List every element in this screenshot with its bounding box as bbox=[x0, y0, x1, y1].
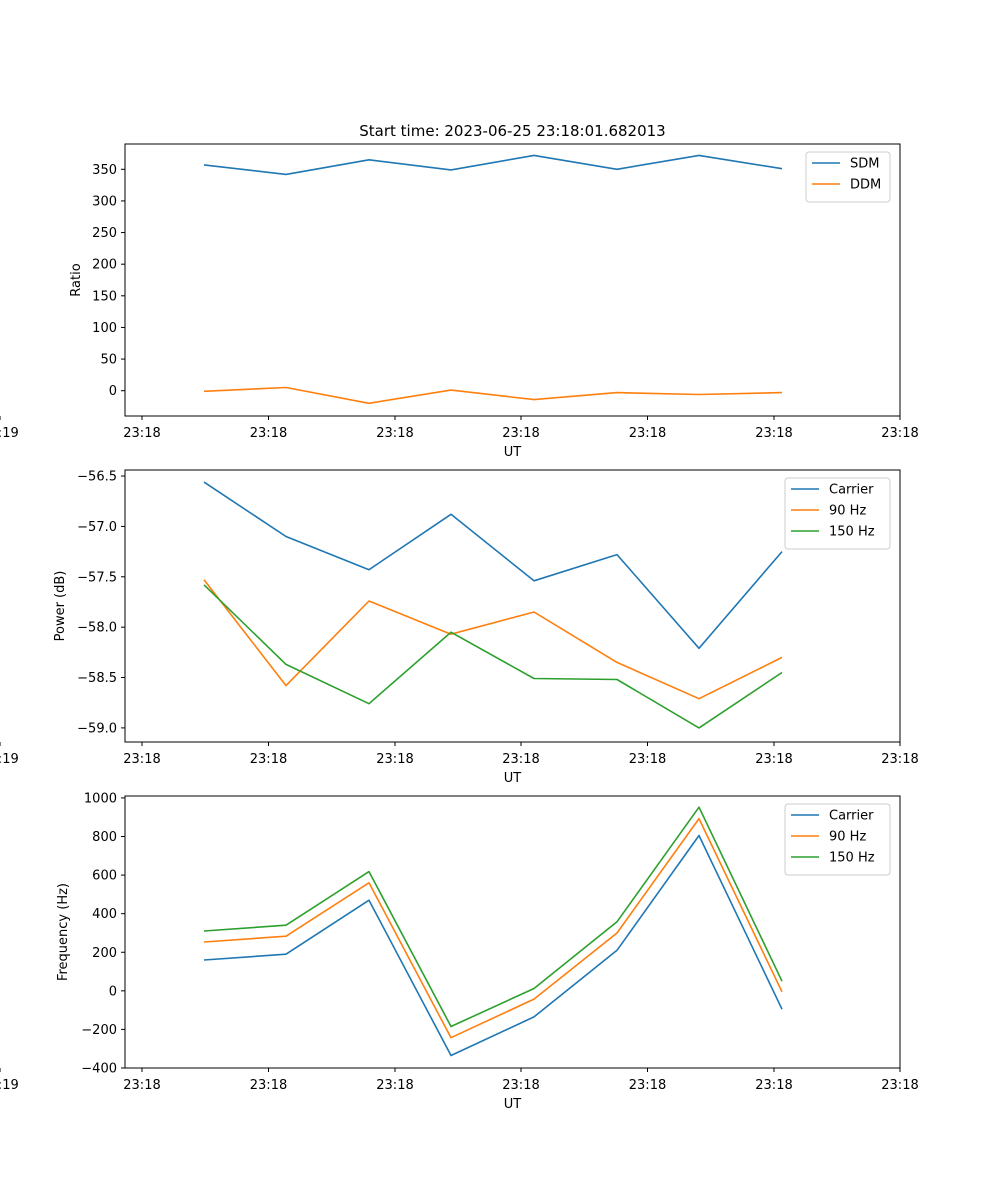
y-tick-label: 0 bbox=[109, 384, 117, 399]
y-tick-label: −56.5 bbox=[77, 470, 117, 485]
y-tick-label: 100 bbox=[92, 321, 117, 336]
x-tick-label: 23:18 bbox=[629, 1078, 666, 1093]
legend-label: 150 Hz bbox=[829, 525, 875, 540]
x-tick-label: 23:18 bbox=[123, 426, 160, 441]
series-line-1 bbox=[203, 386, 783, 405]
ratio-chart: 23:18 23:18 23:18 23:18 23:18 23:18 23:18 23:19… bbox=[0, 143, 919, 460]
y-tick-label: 300 bbox=[92, 194, 117, 209]
y-tick-label: 200 bbox=[92, 946, 117, 961]
x-tick-label: 23:18 bbox=[881, 752, 918, 767]
y-tick-label: 800 bbox=[92, 830, 117, 845]
y-axis-label: Frequency (Hz) bbox=[56, 883, 71, 981]
x-tick-label: 23:18 bbox=[376, 1078, 413, 1093]
x-tick-label: 23:19 bbox=[0, 752, 19, 767]
x-tick-label: 23:18 bbox=[881, 1078, 918, 1093]
y-tick-label: −59.0 bbox=[77, 721, 117, 736]
y-axis-label: Ratio bbox=[69, 263, 84, 296]
x-axis-label: UT bbox=[504, 445, 522, 460]
y-axis-label: Power (dB) bbox=[53, 571, 68, 642]
axes-frame bbox=[124, 469, 901, 743]
y-tick-label: 1000 bbox=[84, 791, 117, 806]
series-line-0 bbox=[203, 481, 783, 650]
x-tick-label: 23:18 bbox=[502, 1078, 539, 1093]
series-line-0 bbox=[203, 154, 783, 176]
x-tick-label: 23:18 bbox=[502, 752, 539, 767]
x-tick-label: 23:19 bbox=[0, 426, 19, 441]
x-axis-label: UT bbox=[504, 771, 522, 786]
y-tick-label: 0 bbox=[109, 984, 117, 999]
x-tick-label: 23:18 bbox=[250, 752, 287, 767]
y-tick-label: 150 bbox=[92, 289, 117, 304]
y-tick-label: −200 bbox=[81, 1023, 117, 1038]
x-tick-label: 23:18 bbox=[376, 752, 413, 767]
legend-label: 90 Hz bbox=[829, 830, 866, 845]
x-tick-label: 23:18 bbox=[502, 426, 539, 441]
y-tick-label: 200 bbox=[92, 258, 117, 273]
x-tick-label: 23:18 bbox=[755, 752, 792, 767]
x-tick-label: 23:18 bbox=[376, 426, 413, 441]
x-tick-label: 23:19 bbox=[0, 1078, 19, 1093]
power-chart: 23:18 23:18 23:18 23:18 23:18 23:18 23:18 23:19… bbox=[0, 469, 919, 786]
legend-label: SDM bbox=[850, 157, 879, 172]
x-tick-label: 23:18 bbox=[123, 752, 160, 767]
axes-frame bbox=[124, 795, 901, 1069]
legend-label: 150 Hz bbox=[829, 851, 875, 866]
legend bbox=[805, 151, 891, 203]
x-tick-label: 23:18 bbox=[629, 752, 666, 767]
y-tick-label: −400 bbox=[81, 1062, 117, 1077]
x-tick-label: 23:18 bbox=[881, 426, 918, 441]
y-tick-label: 400 bbox=[92, 907, 117, 922]
y-tick-label: 350 bbox=[92, 163, 117, 178]
y-tick-label: 250 bbox=[92, 226, 117, 241]
y-tick-label: −58.0 bbox=[77, 621, 117, 636]
x-tick-label: 23:18 bbox=[755, 1078, 792, 1093]
x-axis-label: UT bbox=[504, 1097, 522, 1112]
series-line-2 bbox=[203, 584, 783, 729]
x-tick-label: 23:18 bbox=[755, 426, 792, 441]
series-line-1 bbox=[203, 817, 783, 1039]
y-tick-label: 50 bbox=[100, 353, 117, 368]
legend-label: Carrier bbox=[829, 483, 874, 498]
legend-label: 90 Hz bbox=[829, 504, 866, 519]
x-tick-label: 23:18 bbox=[250, 1078, 287, 1093]
x-tick-label: 23:18 bbox=[250, 426, 287, 441]
figure-title: Start time: 2023-06-25 23:18:01.682013 bbox=[359, 122, 665, 140]
series-line-2 bbox=[203, 806, 783, 1028]
y-tick-label: 600 bbox=[92, 869, 117, 884]
legend-label: DDM bbox=[850, 178, 881, 193]
series-line-0 bbox=[203, 834, 783, 1057]
y-tick-label: −58.5 bbox=[77, 671, 117, 686]
axes-frame bbox=[124, 143, 901, 417]
y-tick-label: −57.5 bbox=[77, 570, 117, 585]
legend-label: Carrier bbox=[829, 809, 874, 824]
x-tick-label: 23:18 bbox=[629, 426, 666, 441]
x-tick-label: 23:18 bbox=[123, 1078, 160, 1093]
y-tick-label: −57.0 bbox=[77, 520, 117, 535]
frequency-chart: 23:18 23:18 23:18 23:18 23:18 23:18 23:18 23:19… bbox=[0, 791, 919, 1112]
